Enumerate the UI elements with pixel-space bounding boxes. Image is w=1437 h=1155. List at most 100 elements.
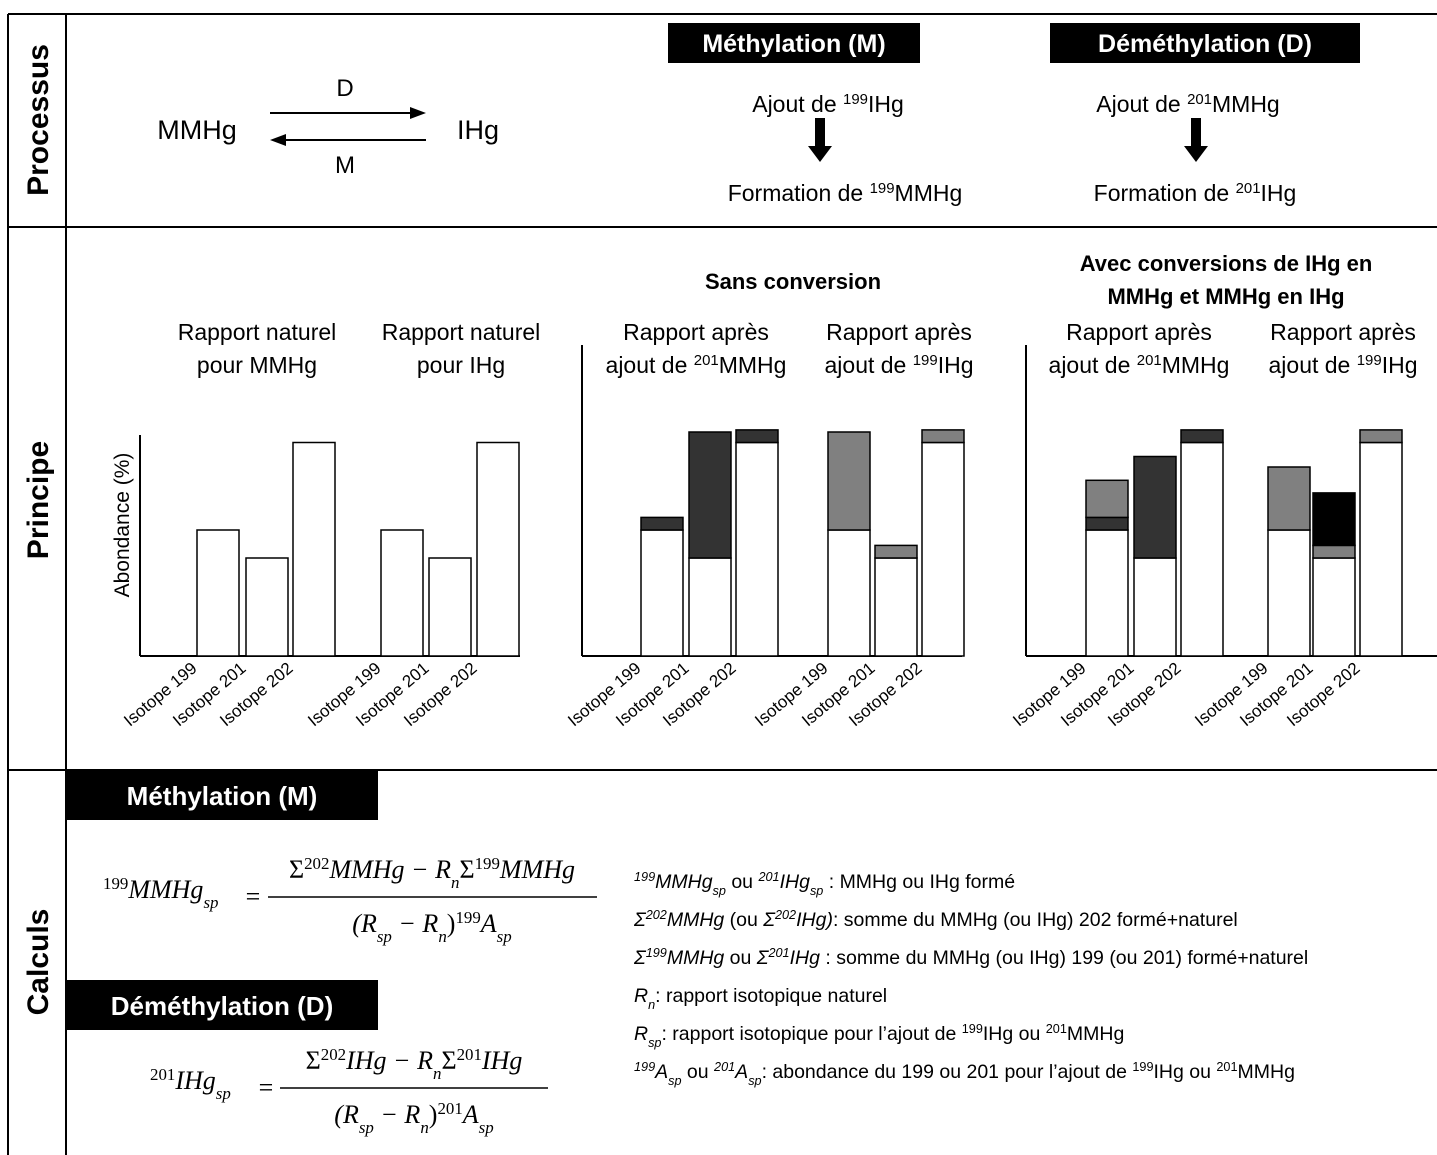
bar-segment <box>640 529 684 657</box>
legend-line: Σ199MMHg ou Σ201IHg : somme du MMHg (ou … <box>633 946 1308 969</box>
bar-segment <box>1267 529 1311 657</box>
text-part: Σ <box>289 855 304 884</box>
bar-segment <box>827 431 871 531</box>
text-part: Rapport naturel <box>382 319 541 345</box>
text-part: Rapport après <box>623 319 769 345</box>
text-part: MMHg <box>1238 1061 1295 1083</box>
text-part: 202 <box>321 1045 346 1064</box>
text-part: Formation de <box>728 180 870 206</box>
text-part: (R <box>334 1100 359 1129</box>
bar-segment <box>735 441 779 657</box>
text-part: ) <box>429 1100 438 1129</box>
panel-title: Rapport après <box>623 319 769 345</box>
text-part: Rapport naturel <box>178 319 337 345</box>
panel-title: Rapport après <box>826 319 972 345</box>
step-text: Ajout de 201MMHg <box>1096 91 1279 118</box>
bar-segment <box>476 441 520 657</box>
text-part: 199 <box>913 352 938 369</box>
text-part: Σ <box>459 855 474 884</box>
text-part: IHg <box>1382 352 1418 378</box>
panel-title: ajout de 199IHg <box>1269 352 1418 379</box>
text-part: sp <box>479 1118 494 1137</box>
bar-segment <box>688 431 732 559</box>
text-part: (R <box>352 909 377 938</box>
text-part: 201 <box>1236 180 1261 197</box>
legend-line: Σ202MMHg (ou Σ202IHg): somme du MMHg (ou… <box>633 908 1238 931</box>
text-part: IHg <box>1261 180 1297 206</box>
text-part: IHg <box>938 352 974 378</box>
down-arrow <box>808 118 832 162</box>
text-part: 201 <box>1046 1022 1067 1036</box>
text-part: 201 <box>757 870 779 884</box>
arrow-label: M <box>335 152 355 179</box>
equation-numerator: Σ202IHg − RnΣ201IHg <box>306 1045 523 1083</box>
text-part: ajout de <box>606 352 694 378</box>
box-title: Déméthylation (D) <box>111 991 333 1021</box>
bar-segment <box>1180 429 1224 444</box>
equation-denominator: (Rsp − Rn)201Asp <box>334 1099 493 1137</box>
text-part: sp <box>648 1036 661 1050</box>
text-part: Σ <box>633 947 647 969</box>
text-part: 201 <box>150 1065 175 1084</box>
text-part: pour IHg <box>417 352 505 378</box>
bar-segment <box>1085 479 1129 519</box>
step-text: Formation de 201IHg <box>1094 180 1297 207</box>
text-part: Rapport après <box>826 319 972 345</box>
text-part: Ajout de <box>1096 91 1187 117</box>
group-title: Sans conversion <box>705 269 881 294</box>
title-box <box>67 770 378 820</box>
text-part: MMHg <box>667 947 725 969</box>
text-part: ou <box>726 871 759 893</box>
equals: = <box>246 882 261 911</box>
text-part: sp <box>748 1074 761 1088</box>
text-part: n <box>420 1118 428 1137</box>
text-part: : rapport isotopique pour l’ajout de <box>661 1023 961 1045</box>
bar-segment <box>688 557 732 657</box>
text-part: Σ <box>762 909 776 931</box>
text-part: 201 <box>767 946 789 960</box>
text-part: 199 <box>634 1060 655 1074</box>
y-axis-label: Abondance (%) <box>111 453 134 598</box>
text-part: MMHg <box>499 855 575 884</box>
bar-segment <box>1359 429 1403 444</box>
bar-segment <box>1133 557 1177 657</box>
text-part: R <box>634 985 648 1007</box>
text-part: ou <box>682 1061 715 1083</box>
text-part: IHg ou <box>983 1023 1046 1045</box>
text-part: − R <box>374 1100 421 1129</box>
text-part: sp <box>203 893 218 912</box>
text-part: MMHg − R <box>328 855 451 884</box>
legend-line: 199MMHgsp ou 201IHgsp : MMHg ou IHg form… <box>634 870 1015 898</box>
text-part: MMHg <box>655 871 713 893</box>
bar-segment <box>1312 492 1356 547</box>
text-part: 201 <box>457 1045 482 1064</box>
text-part: 199 <box>103 874 128 893</box>
title-box <box>1050 23 1360 63</box>
text-part: 201 <box>1216 1060 1237 1074</box>
text-part: : rapport isotopique naturel <box>655 985 887 1007</box>
text-part: IHg <box>481 1046 522 1075</box>
step-text: Formation de 199MMHg <box>728 180 963 207</box>
text-part: MMHg <box>1162 352 1230 378</box>
equation-lhs: 201IHgsp <box>150 1065 231 1103</box>
panel-title: Rapport après <box>1066 319 1212 345</box>
species: MMHg <box>157 115 237 145</box>
legend-line: 199Asp ou 201Asp: abondance du 199 ou 20… <box>634 1060 1295 1088</box>
text-part: pour MMHg <box>197 352 317 378</box>
text-part: 199 <box>475 854 500 873</box>
text-part: IHg <box>174 1066 215 1095</box>
text-part: MMHg <box>127 875 203 904</box>
text-part: n <box>451 873 459 892</box>
text-part: : MMHg ou IHg formé <box>823 871 1015 893</box>
text-part: sp <box>668 1074 681 1088</box>
text-part: MMHg <box>667 909 725 931</box>
title-box <box>67 980 378 1030</box>
text-part: 201 <box>437 1099 462 1118</box>
text-part: 199 <box>843 91 868 108</box>
panel-title: ajout de 199IHg <box>825 352 974 379</box>
text-part: n <box>648 998 655 1012</box>
text-part: (ou <box>724 909 763 931</box>
bar-segment <box>196 529 240 657</box>
section-label: Calculs <box>22 909 55 1016</box>
